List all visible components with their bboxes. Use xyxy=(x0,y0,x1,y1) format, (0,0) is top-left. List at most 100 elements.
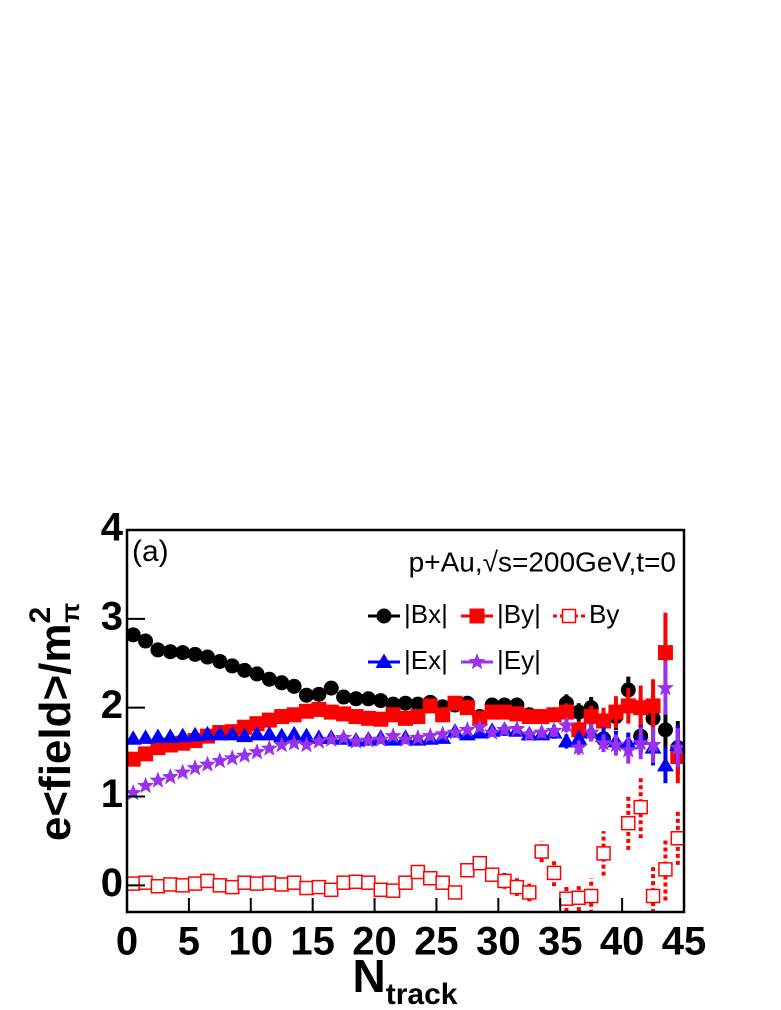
x-label-main: N xyxy=(353,950,386,1002)
marker-triangle xyxy=(570,730,588,745)
marker-star xyxy=(496,720,514,738)
marker-circle xyxy=(150,642,166,658)
marker-star xyxy=(533,723,551,740)
marker-open-square xyxy=(299,880,314,896)
marker-star xyxy=(384,727,402,744)
marker-open-square xyxy=(410,864,426,880)
marker-star xyxy=(285,734,303,751)
marker-circle xyxy=(323,680,339,696)
marker-circle xyxy=(298,687,314,703)
marker-open-square xyxy=(348,874,364,890)
marker-square xyxy=(261,712,277,728)
marker-square xyxy=(422,698,438,714)
x-tick-label: 45 xyxy=(662,920,707,964)
marker-open-square xyxy=(175,878,190,893)
marker-star xyxy=(161,768,179,785)
marker-star xyxy=(458,720,476,738)
marker-circle xyxy=(348,691,364,707)
marker-circle xyxy=(127,627,141,643)
marker-square xyxy=(323,704,339,720)
x-tick-label: 10 xyxy=(229,920,274,964)
marker-circle xyxy=(657,722,673,738)
marker-open-square xyxy=(237,875,252,890)
marker-open-square xyxy=(633,799,648,815)
marker-open-square xyxy=(571,890,587,906)
marker-triangle xyxy=(186,726,204,742)
marker-square xyxy=(138,746,154,762)
y-label-sub: π xyxy=(55,603,85,623)
marker-square xyxy=(336,706,352,722)
marker-triangle xyxy=(161,728,179,743)
marker-circle xyxy=(274,675,290,691)
marker-square xyxy=(459,700,475,716)
marker-star xyxy=(545,721,563,739)
marker-open-square xyxy=(484,867,500,882)
marker-circle xyxy=(410,696,426,712)
marker-star xyxy=(273,736,291,753)
plot-area xyxy=(127,612,684,912)
marker-square xyxy=(237,719,253,735)
marker-star xyxy=(409,728,427,746)
marker-open-square xyxy=(200,873,215,889)
x-tick-label: 25 xyxy=(414,920,459,964)
marker-star xyxy=(335,728,353,746)
x-axis-label: Ntrack xyxy=(353,950,458,1010)
marker-star xyxy=(211,752,229,769)
marker-star xyxy=(396,730,415,747)
x-tick-label: 40 xyxy=(600,920,645,964)
marker-open-square xyxy=(138,875,153,890)
marker-square xyxy=(435,707,451,723)
marker-circle xyxy=(373,693,389,709)
marker-triangle xyxy=(211,725,229,741)
marker-open-square xyxy=(163,877,178,892)
marker-square xyxy=(571,722,587,738)
marker-triangle xyxy=(149,728,167,743)
marker-star xyxy=(468,653,486,670)
marker-square xyxy=(410,709,426,725)
marker-square xyxy=(373,711,389,727)
marker-circle xyxy=(224,658,240,674)
marker-circle xyxy=(376,608,392,624)
marker-star xyxy=(186,759,204,776)
marker-open-square xyxy=(323,882,339,898)
marker-square xyxy=(150,740,166,756)
marker-circle xyxy=(249,666,265,682)
marker-square xyxy=(633,700,649,716)
marker-star xyxy=(421,727,439,744)
marker-open-square xyxy=(286,875,302,890)
marker-square xyxy=(398,710,413,726)
marker-star xyxy=(570,738,588,755)
marker-star xyxy=(359,731,377,748)
marker-square xyxy=(385,707,401,723)
marker-circle xyxy=(311,686,327,702)
marker-open-square xyxy=(658,862,673,877)
marker-open-square xyxy=(398,875,413,890)
marker-triangle xyxy=(174,727,192,743)
marker-open-square xyxy=(435,875,450,890)
marker-square xyxy=(286,707,302,723)
marker-star xyxy=(669,738,684,755)
marker-square xyxy=(620,698,636,714)
legend-label: By xyxy=(589,599,619,629)
marker-star xyxy=(260,739,278,756)
marker-open-square xyxy=(534,844,549,859)
marker-triangle xyxy=(137,729,155,744)
marker-triangle xyxy=(127,730,142,745)
marker-open-square xyxy=(509,879,525,895)
marker-star xyxy=(137,776,155,794)
y-tick-label: 4 xyxy=(101,506,124,550)
marker-star xyxy=(434,725,452,742)
marker-triangle xyxy=(297,727,315,743)
legend-label: |Ey| xyxy=(497,645,541,675)
marker-open-square xyxy=(596,846,611,861)
marker-square xyxy=(509,706,525,722)
marker-star xyxy=(297,736,315,753)
marker-open-square xyxy=(336,875,351,890)
marker-circle xyxy=(398,695,413,711)
marker-star xyxy=(236,746,254,763)
marker-open-square xyxy=(583,888,599,904)
marker-star xyxy=(656,679,674,696)
marker-star xyxy=(471,718,489,735)
marker-circle xyxy=(336,689,352,705)
